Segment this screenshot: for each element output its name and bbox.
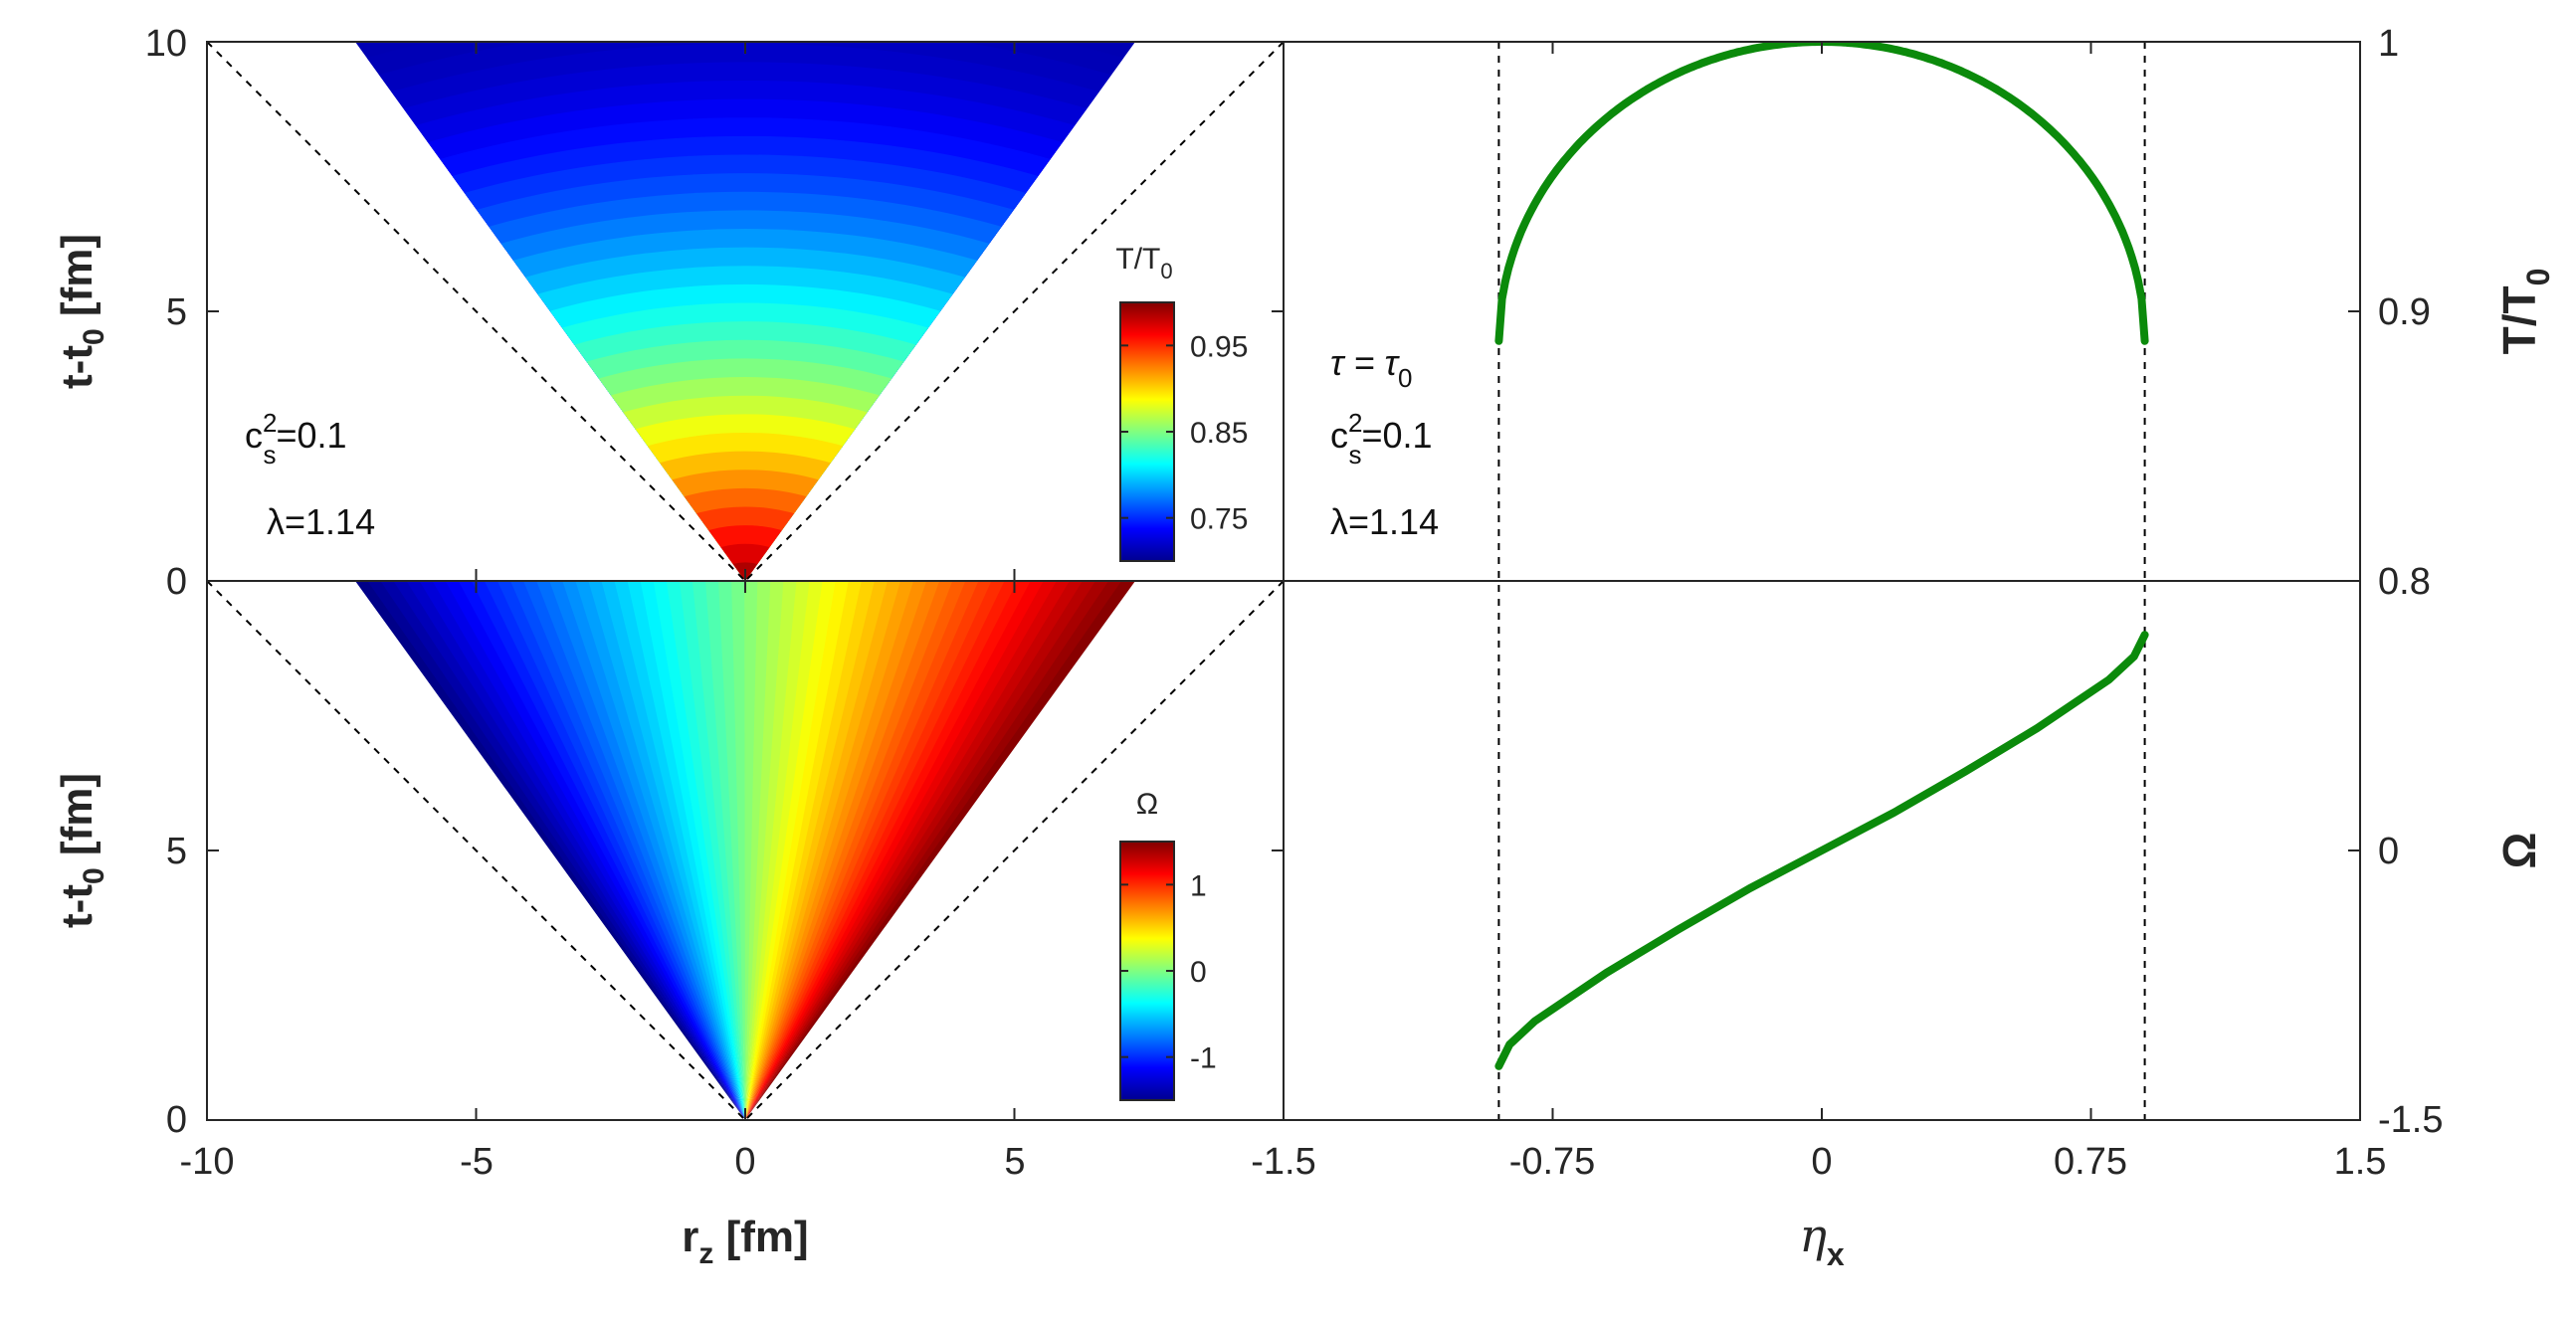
bl-colorbar-ticks bbox=[1120, 883, 1174, 1058]
br-ytick-m1.5: -1.5 bbox=[2378, 1099, 2443, 1141]
tl-ytick-0: 0 bbox=[166, 561, 187, 603]
tl-ytick-10: 10 bbox=[145, 23, 187, 65]
light-cone-line bbox=[744, 580, 1285, 1121]
tl-colorbar bbox=[1119, 301, 1175, 562]
vorticity-band bbox=[432, 581, 745, 1120]
light-cone-line bbox=[206, 41, 746, 582]
vorticity-band bbox=[393, 581, 745, 1120]
tr-ytick-1: 1 bbox=[2378, 23, 2399, 65]
bl-xtick-m10: -10 bbox=[180, 1141, 235, 1183]
br-ylabel: Ω bbox=[2493, 833, 2545, 869]
vorticity-curve bbox=[1494, 631, 2149, 1070]
light-cone-line bbox=[206, 580, 746, 1121]
tl-colorbar-tick-label: 0.85 bbox=[1190, 417, 1248, 450]
vorticity-band bbox=[575, 581, 745, 1120]
tl-colorbar-ticks bbox=[1120, 344, 1174, 519]
bl-colorbar-tick-label: 0 bbox=[1190, 956, 1207, 989]
bl-ylabel: t-t0 [fm] bbox=[53, 773, 110, 928]
vorticity-band bbox=[380, 581, 745, 1120]
vorticity-band bbox=[704, 581, 745, 1120]
light-cone-lines bbox=[206, 41, 2146, 1121]
tl-colorbar-tick-label: 0.95 bbox=[1190, 330, 1248, 363]
vorticity-band bbox=[367, 581, 745, 1120]
vorticity-band bbox=[627, 581, 745, 1120]
vorticity-heatmap bbox=[354, 581, 1136, 1120]
br-xtick-1.5: 1.5 bbox=[2334, 1141, 2387, 1183]
br-ytick-0.8: 0.8 bbox=[2378, 561, 2431, 603]
bl-colorbar bbox=[1119, 841, 1175, 1101]
tl-ytick-5: 5 bbox=[166, 291, 187, 333]
vorticity-band bbox=[419, 581, 745, 1120]
vorticity-band bbox=[458, 581, 745, 1120]
temperature-curve bbox=[1494, 42, 2149, 345]
vorticity-band bbox=[614, 581, 745, 1120]
tl-ylabel: t-t0 [fm] bbox=[53, 234, 110, 389]
bl-xlabel: rz [fm] bbox=[682, 1213, 808, 1270]
br-xtick-0: 0 bbox=[1811, 1141, 1832, 1183]
br-xtick-m0.75: -0.75 bbox=[1509, 1141, 1596, 1183]
vorticity-band bbox=[406, 581, 745, 1120]
tl-colorbar-tick-label: 0.75 bbox=[1190, 503, 1248, 536]
axis-ticks bbox=[206, 41, 2361, 1121]
bl-xtick-0: 0 bbox=[734, 1141, 755, 1183]
bl-colorbar-tick-label: -1 bbox=[1190, 1042, 1217, 1075]
tr-annotation-cs2: c2 s=0.1 bbox=[1330, 408, 1433, 470]
bl-ytick-0: 0 bbox=[166, 1099, 187, 1141]
vorticity-band bbox=[445, 581, 745, 1120]
vorticity-band bbox=[484, 581, 745, 1120]
vorticity-band bbox=[692, 581, 745, 1120]
vorticity-band bbox=[471, 581, 745, 1120]
vorticity-band bbox=[588, 581, 745, 1120]
tr-ylabel: T/T0 bbox=[2493, 269, 2556, 355]
br-xlabel: ηx bbox=[1799, 1209, 1845, 1272]
vorticity-band bbox=[731, 581, 746, 1120]
bl-xtick-5: 5 bbox=[1004, 1141, 1025, 1183]
bl-ytick-5: 5 bbox=[166, 831, 187, 872]
tr-annotation-tau: τ = τ0 bbox=[1330, 342, 1412, 393]
br-xtick-0.75: 0.75 bbox=[2054, 1141, 2127, 1183]
tl-colorbar-title: T/T0 bbox=[1115, 243, 1172, 283]
tl-annotation-lambda: λ=1.14 bbox=[267, 501, 375, 542]
bl-colorbar-title: Ω bbox=[1136, 788, 1158, 821]
vorticity-band bbox=[496, 581, 745, 1120]
vorticity-band bbox=[523, 581, 745, 1120]
vorticity-band bbox=[562, 581, 745, 1120]
light-cone-line bbox=[744, 41, 1285, 582]
vorticity-band bbox=[679, 581, 745, 1120]
br-xtick-m1.5: -1.5 bbox=[1251, 1141, 1315, 1183]
vorticity-band bbox=[601, 581, 745, 1120]
vorticity-band bbox=[509, 581, 745, 1120]
vorticity-band bbox=[718, 581, 745, 1120]
vorticity-band bbox=[653, 581, 745, 1120]
bl-xtick-m5: -5 bbox=[460, 1141, 494, 1183]
tl-annotation-cs2: c2 s=0.1 bbox=[245, 408, 347, 470]
vorticity-band bbox=[640, 581, 745, 1120]
vorticity-band bbox=[536, 581, 745, 1120]
br-ytick-0: 0 bbox=[2378, 831, 2399, 872]
vorticity-band bbox=[549, 581, 745, 1120]
tr-annotation-lambda: λ=1.14 bbox=[1330, 501, 1439, 542]
tr-ytick-0.9: 0.9 bbox=[2378, 291, 2431, 333]
vorticity-band bbox=[666, 581, 745, 1120]
bl-colorbar-tick-label: 1 bbox=[1190, 869, 1207, 902]
